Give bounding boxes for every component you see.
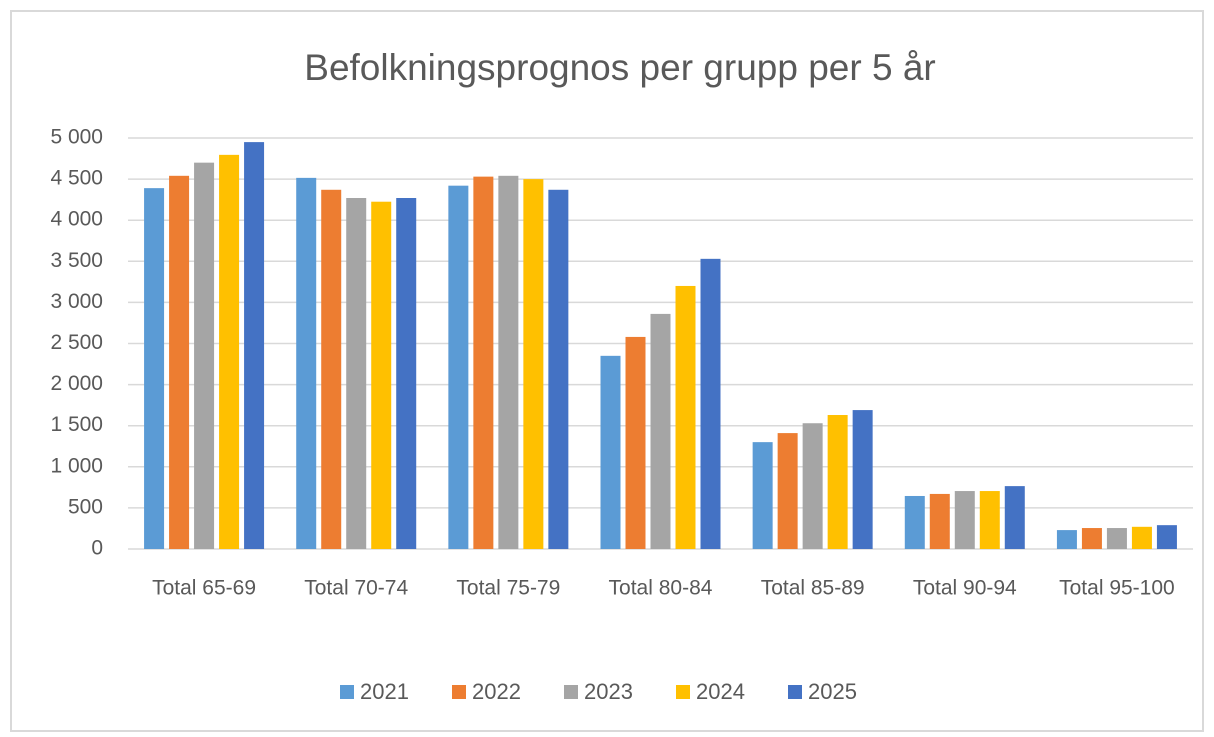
legend-label: 2021 bbox=[360, 679, 409, 704]
legend-swatch bbox=[676, 685, 690, 699]
legend-label: 2024 bbox=[696, 679, 745, 704]
bar bbox=[169, 175, 190, 549]
bar bbox=[650, 313, 671, 549]
bar bbox=[144, 188, 165, 549]
bar bbox=[498, 175, 519, 549]
x-tick-label: Total 80-84 bbox=[609, 577, 713, 600]
x-tick-label: Total 75-79 bbox=[456, 577, 560, 600]
x-tick-label: Total 85-89 bbox=[761, 577, 865, 600]
bar bbox=[675, 285, 696, 549]
bar bbox=[1131, 526, 1152, 549]
x-tick-label: Total 65-69 bbox=[152, 577, 256, 600]
bar bbox=[777, 433, 798, 549]
x-tick-label: Total 70-74 bbox=[304, 577, 408, 600]
bar bbox=[827, 415, 848, 549]
bar bbox=[371, 201, 392, 549]
y-tick-label: 4 500 bbox=[50, 167, 103, 190]
bar bbox=[396, 198, 417, 550]
bar bbox=[1156, 525, 1177, 549]
bar bbox=[244, 142, 265, 550]
legend-swatch bbox=[340, 685, 354, 699]
bar bbox=[752, 442, 773, 549]
legend-label: 2025 bbox=[808, 679, 857, 704]
bar bbox=[904, 495, 925, 549]
bar bbox=[448, 185, 469, 549]
bar bbox=[194, 162, 215, 549]
bar bbox=[802, 423, 823, 549]
y-tick-label: 1 000 bbox=[50, 454, 103, 477]
bar bbox=[625, 336, 646, 549]
y-tick-label: 1 500 bbox=[50, 413, 103, 436]
bar bbox=[473, 176, 494, 549]
bar bbox=[852, 410, 873, 549]
chart-title: Befolkningsprognos per grupp per 5 år bbox=[304, 47, 935, 88]
y-tick-label: 0 bbox=[91, 537, 103, 560]
bar bbox=[1106, 528, 1127, 549]
bar bbox=[1081, 528, 1102, 549]
bar bbox=[548, 189, 569, 549]
x-tick-label: Total 95-100 bbox=[1059, 577, 1175, 600]
legend-swatch bbox=[564, 685, 578, 699]
x-tick-label: Total 90-94 bbox=[913, 577, 1017, 600]
y-tick-label: 3 500 bbox=[50, 249, 103, 272]
y-tick-label: 2 000 bbox=[50, 372, 103, 395]
y-tick-label: 5 000 bbox=[50, 126, 103, 149]
bar bbox=[346, 198, 367, 550]
legend-label: 2022 bbox=[472, 679, 521, 704]
y-tick-label: 3 000 bbox=[50, 290, 103, 313]
legend-swatch bbox=[452, 685, 466, 699]
bar bbox=[321, 189, 342, 549]
y-tick-label: 2 500 bbox=[50, 331, 103, 354]
bar bbox=[979, 491, 1000, 549]
bar bbox=[219, 154, 240, 549]
legend-label: 2023 bbox=[584, 679, 633, 704]
bar bbox=[296, 177, 317, 549]
bar bbox=[600, 355, 621, 549]
bar bbox=[929, 493, 950, 549]
y-tick-label: 500 bbox=[68, 495, 103, 518]
bar bbox=[1004, 486, 1025, 549]
bar bbox=[700, 258, 721, 549]
bar bbox=[954, 491, 975, 549]
bar bbox=[523, 179, 544, 549]
legend-swatch bbox=[788, 685, 802, 699]
y-tick-label: 4 000 bbox=[50, 208, 103, 231]
bar bbox=[1056, 530, 1077, 549]
